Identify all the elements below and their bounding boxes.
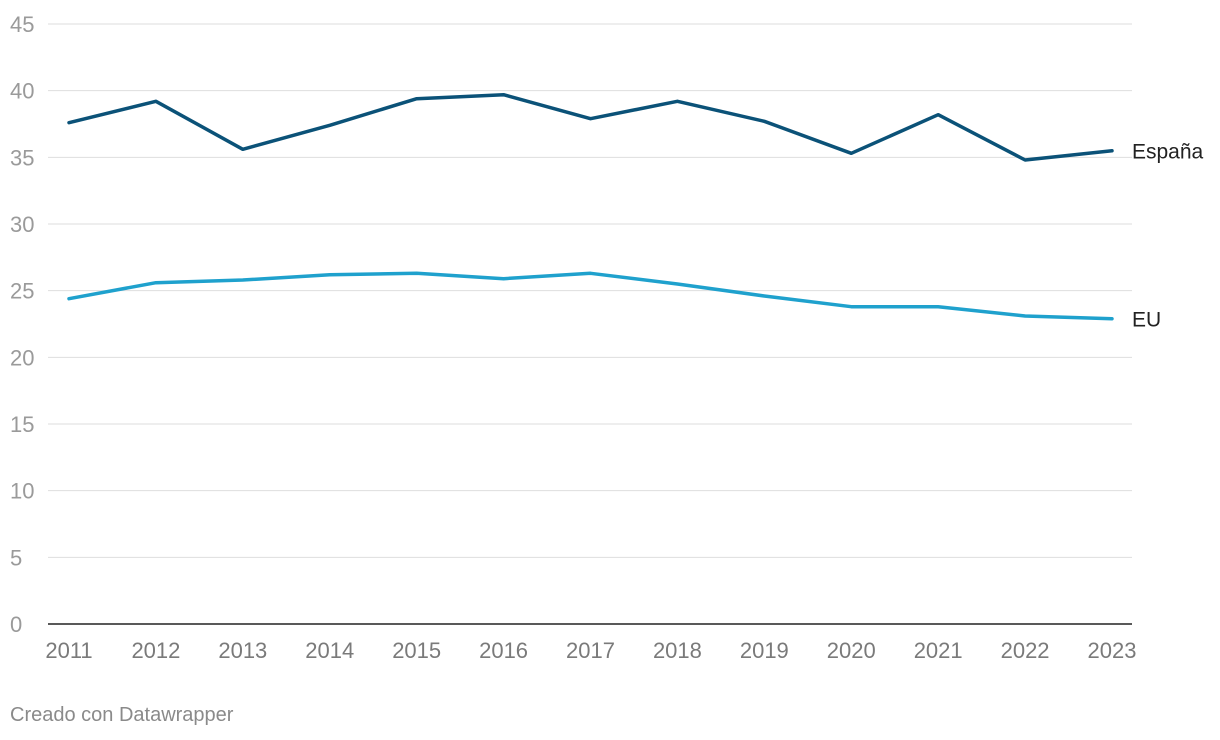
y-tick-label: 35 <box>10 145 34 170</box>
x-tick-label: 2021 <box>914 638 963 663</box>
credit-text: Creado con Datawrapper <box>10 704 234 726</box>
y-tick-label: 40 <box>10 79 34 104</box>
x-tick-label: 2017 <box>566 638 615 663</box>
series-line <box>67 92 1114 162</box>
x-tick-label: 2015 <box>392 638 441 663</box>
y-tick-label: 5 <box>10 545 22 570</box>
x-tick-label: 2020 <box>827 638 876 663</box>
series-lines <box>67 92 1114 321</box>
y-tick-label: 45 <box>10 12 34 37</box>
x-tick-label: 2022 <box>1001 638 1050 663</box>
x-tick-label: 2012 <box>131 638 180 663</box>
x-tick-label: 2019 <box>740 638 789 663</box>
x-axis-ticks: 2011 2012 2013 2014 2015 2016 2017 2018 2019 2020… <box>45 638 1136 663</box>
y-tick-label: 0 <box>10 612 22 637</box>
x-tick-label: 2023 <box>1088 638 1137 663</box>
y-tick-label: 15 <box>10 412 34 437</box>
x-tick-label: 2014 <box>305 638 354 663</box>
gridlines <box>48 23 1132 625</box>
x-tick-label: 2018 <box>653 638 702 663</box>
y-tick-label: 10 <box>10 479 34 504</box>
y-tick-label: 30 <box>10 212 34 237</box>
series-labels: España EU <box>1132 141 1204 332</box>
x-tick-label: 2013 <box>218 638 267 663</box>
series-end-label: España <box>1132 141 1204 164</box>
series-end-label: EU <box>1132 309 1161 332</box>
x-tick-label: 2011 <box>45 638 92 663</box>
y-tick-label: 25 <box>10 279 34 304</box>
series-line <box>67 271 1114 321</box>
x-tick-label: 2016 <box>479 638 528 663</box>
y-axis-ticks: 0 5 10 15 20 25 30 35 40 45 <box>10 12 34 637</box>
y-tick-label: 20 <box>10 345 34 370</box>
